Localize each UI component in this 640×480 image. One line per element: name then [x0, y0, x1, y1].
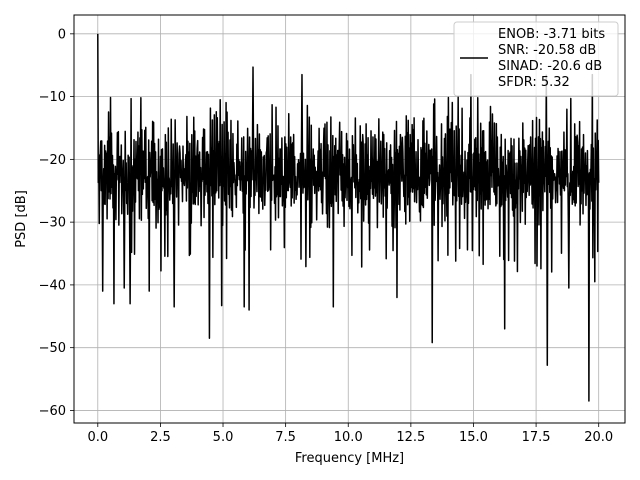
y-axis-ticks: 0 −10 −20 −30 −40 −50 −60 [39, 27, 74, 419]
x-axis-label: Frequency [MHz] [295, 451, 404, 466]
plot-frame [73, 14, 626, 424]
psd-series-line [97, 33, 600, 402]
x-tick-label: 5.0 [213, 430, 234, 445]
x-tick-label: 15.0 [459, 430, 488, 445]
x-tick-label: 10.0 [334, 430, 363, 445]
x-tick-label: 0.0 [87, 430, 108, 445]
legend-box [453, 21, 619, 97]
legend-line-enob: ENOB: -3.71 bits [498, 27, 605, 42]
x-axis-ticks: 0.0 2.5 5.0 7.5 10.0 12.5 15.0 17.5 20.0 [87, 423, 613, 445]
y-tick-label: 0 [58, 27, 66, 42]
legend-line-sinad: SINAD: -20.6 dB [498, 59, 602, 74]
x-tick-label: 20.0 [584, 430, 613, 445]
x-tick-label: 7.5 [275, 430, 296, 445]
legend-line-sfdr: SFDR: 5.32 [498, 75, 570, 90]
y-axis-label: PSD [dB] [14, 190, 29, 248]
x-tick-label: 17.5 [522, 430, 551, 445]
legend-line-snr: SNR: -20.58 dB [498, 43, 596, 58]
y-tick-label: −40 [39, 278, 66, 293]
plot-area [97, 33, 600, 402]
x-tick-label: 12.5 [396, 430, 425, 445]
x-tick-label: 2.5 [150, 430, 171, 445]
y-tick-label: −50 [39, 341, 66, 356]
y-tick-label: −10 [39, 90, 66, 105]
y-tick-label: −30 [39, 216, 66, 231]
y-tick-label: −60 [39, 404, 66, 419]
legend: ENOB: -3.71 bits SNR: -20.58 dB SINAD: -… [453, 21, 619, 97]
y-tick-label: −20 [39, 153, 66, 168]
